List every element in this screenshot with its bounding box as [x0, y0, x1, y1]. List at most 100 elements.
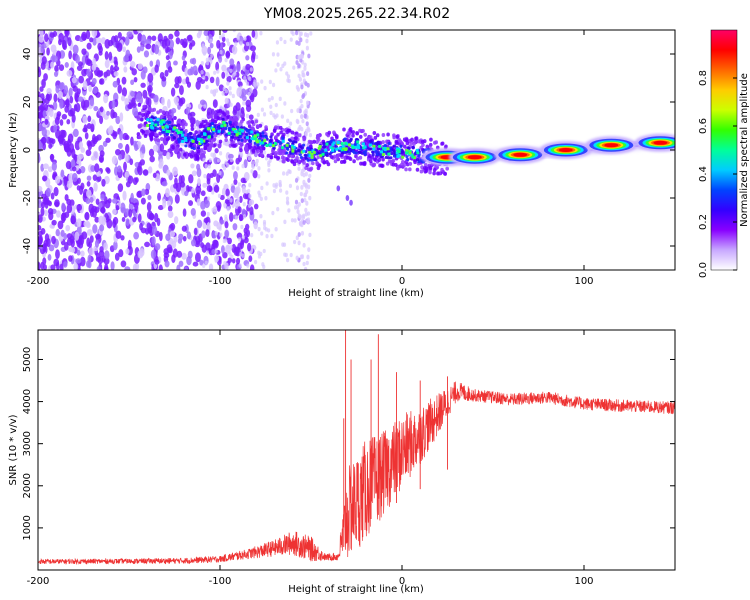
ridge-halo [306, 167, 311, 172]
ridge-halo [355, 156, 360, 161]
noise-blob [104, 250, 110, 260]
ridge-core [332, 138, 336, 142]
noise-blob [100, 206, 106, 214]
noise-blob [86, 181, 91, 187]
noise-blob [47, 254, 52, 261]
noise-blob [139, 44, 145, 52]
noise-blob [96, 175, 102, 182]
isolated-blob [336, 185, 341, 192]
ridge-highlight [308, 150, 312, 154]
ridge-highlight [405, 149, 409, 153]
faint-noise-blob [202, 75, 206, 80]
faint-noise-blob [280, 114, 284, 119]
noise-blob [88, 84, 92, 93]
ridge-core [309, 158, 314, 162]
ridge-halo [281, 159, 286, 164]
faint-noise-blob [285, 199, 290, 205]
noise-blob [250, 45, 257, 52]
faint-noise-blob [260, 185, 264, 191]
ridge-halo [401, 159, 405, 164]
snr-frame [37, 329, 676, 571]
stripe-blob [306, 254, 310, 260]
noise-blob [186, 255, 192, 266]
noise-blob [52, 30, 58, 37]
faint-noise-blob [282, 171, 286, 176]
ridge-core [256, 143, 260, 147]
ridge-core [244, 132, 249, 136]
ridge-highlight [310, 152, 314, 156]
noise-blob [124, 97, 129, 107]
faint-noise-blob [250, 232, 254, 238]
stripe-blob [303, 113, 307, 119]
ridge-highlight [181, 139, 185, 143]
noise-blob [124, 266, 131, 270]
ridge-core [169, 127, 173, 131]
noise-blob [196, 163, 201, 171]
faint-noise-blob [205, 84, 209, 90]
ridge-highlight [255, 140, 259, 144]
noise-blob [215, 76, 220, 87]
noise-blob [68, 87, 73, 98]
faint-noise-blob [210, 152, 214, 157]
noise-blob [215, 61, 220, 71]
ridge-halo [279, 130, 283, 135]
faint-noise-blob [308, 173, 312, 179]
noise-blob [112, 198, 118, 204]
noise-blob [50, 153, 54, 162]
ridge-halo [168, 115, 173, 120]
noise-blob [66, 70, 73, 77]
ridge-halo [225, 115, 230, 120]
ridge-halo [329, 155, 334, 160]
ridge-core [153, 128, 157, 132]
stripe-blob [297, 30, 301, 33]
noise-blob [70, 158, 76, 168]
ridge-highlight [383, 146, 387, 150]
ridge-highlight [395, 147, 399, 151]
faint-noise-blob [269, 104, 273, 109]
colorbar-tick-label: 0.4 [698, 166, 709, 182]
noise-blob [40, 261, 45, 270]
noise-blob [83, 99, 90, 108]
faint-noise-blob [290, 218, 295, 223]
faint-noise-blob [241, 235, 246, 240]
ridge-highlight [222, 121, 226, 125]
noise-blob [142, 89, 148, 99]
noise-blob [154, 64, 159, 73]
noise-blob [47, 166, 53, 173]
ridge-core [369, 147, 373, 151]
faint-noise-blob [267, 97, 271, 102]
noise-blob [219, 219, 225, 225]
noise-blob [114, 60, 119, 67]
ridge-core [172, 136, 176, 140]
faint-noise-blob [265, 181, 269, 186]
ridge-highlight [416, 151, 420, 155]
noise-blob [58, 64, 65, 72]
noise-blob [118, 249, 124, 258]
noise-blob [91, 77, 97, 85]
ridge-highlight [238, 131, 242, 135]
ridge-halo [342, 159, 347, 164]
faint-noise-blob [260, 79, 264, 84]
noise-blob [136, 191, 142, 198]
ridge-halo [309, 140, 314, 145]
noise-blob [112, 111, 118, 119]
ridge-core [406, 146, 410, 150]
ridge-halo [405, 141, 410, 146]
noise-blob [174, 194, 180, 204]
faint-noise-blob [245, 113, 250, 119]
ridge-core [240, 138, 244, 142]
ridge-halo [410, 137, 414, 142]
noise-blob [130, 136, 134, 146]
ridge-halo [254, 119, 259, 124]
noise-blob [71, 166, 77, 172]
snr-xtick-label: -100 [209, 576, 232, 587]
noise-blob [38, 225, 42, 231]
ridge-halo [359, 161, 363, 166]
noise-blob [90, 155, 96, 161]
noise-blob [198, 64, 204, 72]
noise-blob [125, 181, 131, 188]
ridge-highlight [281, 146, 285, 150]
ridge-halo [395, 134, 400, 139]
faint-noise-blob [248, 182, 252, 188]
noise-blob [151, 225, 158, 235]
